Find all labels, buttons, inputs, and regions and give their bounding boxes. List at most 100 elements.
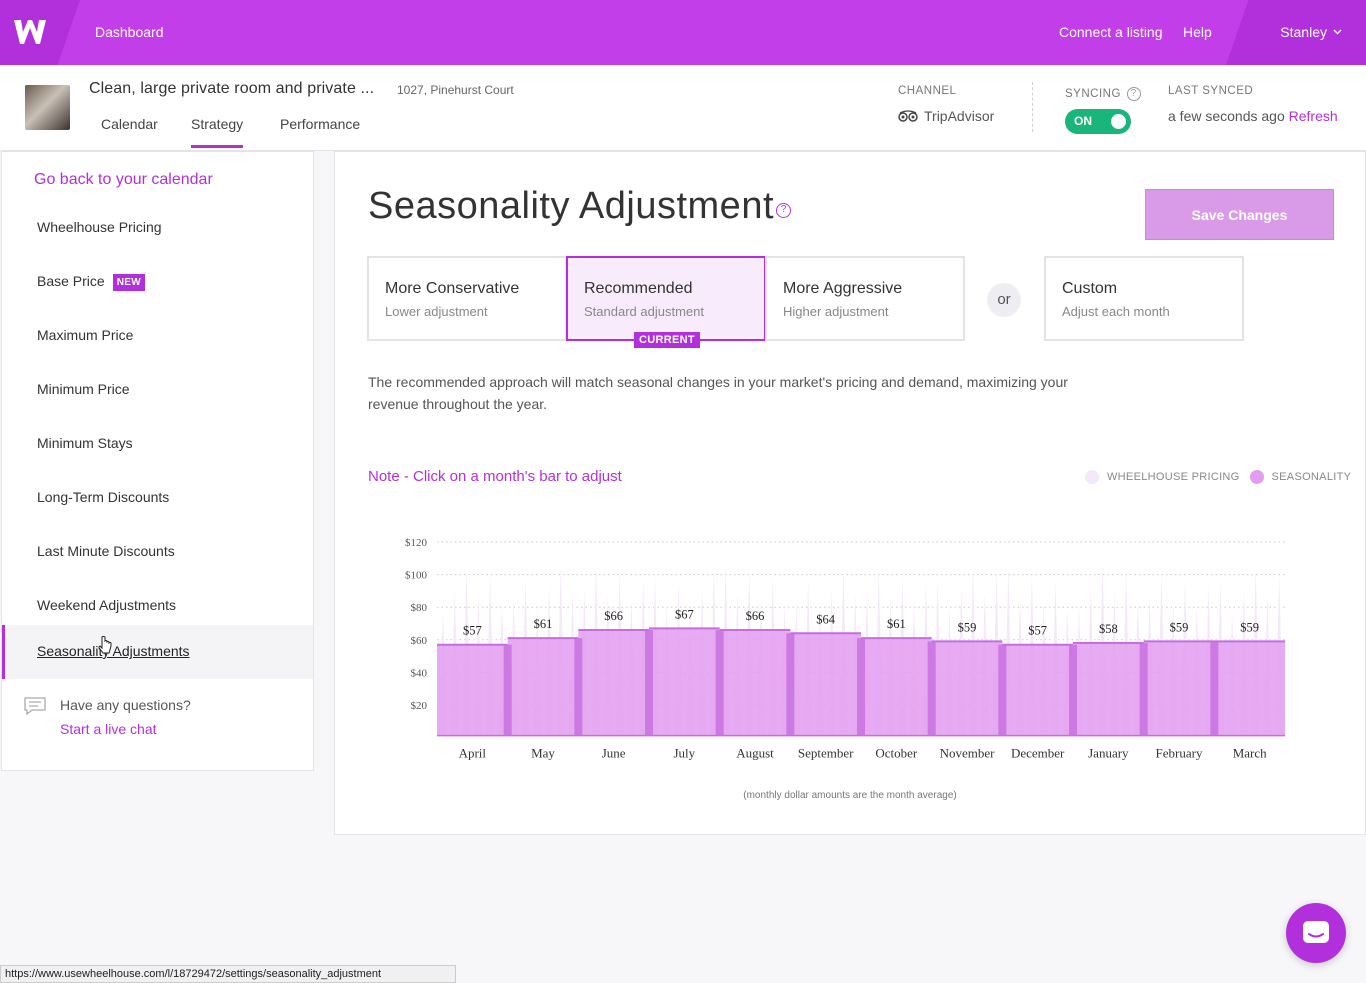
y-tick-label: $40 — [411, 667, 428, 679]
bar-value-label: $57 — [463, 624, 482, 638]
option-subtitle: Standard adjustment — [584, 304, 704, 319]
legend-dot-wheelhouse — [1085, 470, 1099, 484]
x-tick-label: January — [1088, 746, 1129, 761]
bar-value-label: $67 — [675, 607, 694, 621]
seasonality-bar — [1002, 644, 1073, 736]
seasonality-bar — [931, 641, 1003, 736]
seasonality-bar — [507, 638, 579, 736]
title-help-icon[interactable]: ? — [776, 203, 791, 218]
syncing-help-icon[interactable]: ? — [1126, 87, 1141, 101]
seasonality-bar — [649, 628, 720, 736]
seasonality-bar — [1214, 641, 1285, 736]
start-live-chat-link[interactable]: Start a live chat — [60, 721, 157, 737]
chart-legend: WHEELHOUSE PRICING SEASONALITY — [1085, 470, 1351, 484]
sidebar-item-label: Wheelhouse Pricing — [37, 219, 162, 235]
bar-value-label: $66 — [746, 609, 765, 623]
bar-divider-handle — [715, 630, 724, 736]
back-to-calendar-link[interactable]: Go back to your calendar — [34, 171, 213, 188]
tab-performance[interactable]: Performance — [280, 116, 361, 132]
user-menu-area[interactable]: Stanley — [1226, 0, 1366, 65]
save-changes-button[interactable]: Save Changes — [1145, 189, 1334, 240]
listing-title: Clean, large private room and private ..… — [89, 80, 375, 97]
sidebar-item-base-price[interactable]: Base Price NEW — [2, 255, 313, 309]
tab-calendar[interactable]: Calendar — [101, 116, 158, 132]
option-more-conservative[interactable]: More Conservative Lower adjustment — [367, 256, 567, 341]
sidebar-item-label: Last Minute Discounts — [37, 543, 175, 559]
top-navbar: Dashboard Connect a listing Help Stanley — [0, 0, 1366, 65]
option-recommended[interactable]: Recommended Standard adjustment CURRENT — [566, 256, 766, 348]
chevron-down-icon — [1333, 29, 1342, 35]
bar-divider-handle — [927, 641, 936, 736]
seasonality-bar — [861, 638, 932, 736]
bar-value-label: $64 — [816, 612, 836, 626]
sidebar-item-wheelhouse-pricing[interactable]: Wheelhouse Pricing — [2, 201, 313, 255]
bar-value-label: $61 — [887, 617, 906, 631]
refresh-link[interactable]: Refresh — [1288, 108, 1338, 124]
connect-listing-link[interactable]: Connect a listing — [1059, 24, 1163, 40]
y-tick-label: $80 — [411, 602, 428, 614]
x-tick-label: August — [736, 746, 774, 761]
seasonality-chart: $20 $40 $60 $80 $100 $120 $57 April $61 May $66 Jun… — [405, 537, 1285, 761]
seasonality-bar — [790, 633, 861, 736]
user-menu[interactable]: Stanley — [1280, 24, 1342, 40]
sidebar-item-label: Minimum Price — [37, 381, 130, 397]
option-custom[interactable]: Custom Adjust each month — [1044, 256, 1244, 341]
nav-dashboard-link[interactable]: Dashboard — [95, 24, 164, 40]
channel-value: TripAdvisor — [898, 108, 994, 124]
sidebar-item-minimum-price[interactable]: Minimum Price — [2, 363, 313, 417]
or-separator: or — [987, 283, 1021, 317]
tab-strategy[interactable]: Strategy — [191, 116, 244, 148]
sidebar-item-label-row: Base Price NEW — [37, 273, 145, 291]
option-more-aggressive[interactable]: More Aggressive Higher adjustment — [765, 256, 965, 341]
bar-divider-handle — [1139, 643, 1148, 736]
settings-sidebar: Go back to your calendar Wheelhouse Pric… — [1, 151, 314, 771]
live-chat-launcher[interactable] — [1286, 903, 1346, 963]
toggle-knob — [1111, 114, 1126, 129]
chat-bubble-icon — [24, 697, 46, 715]
status-bar-url: https://www.usewheelhouse.com/l/18729472… — [0, 965, 456, 983]
bar-value-label: $59 — [958, 620, 977, 634]
listing-header: Clean, large private room and private ..… — [0, 65, 1366, 151]
sidebar-item-weekend-adjustments[interactable]: Weekend Adjustments — [2, 579, 313, 633]
sidebar-item-label: Long-Term Discounts — [37, 489, 170, 505]
sidebar-item-last-minute-discounts[interactable]: Last Minute Discounts — [2, 525, 313, 579]
bar-value-label: $66 — [604, 609, 623, 623]
sidebar-item-maximum-price[interactable]: Maximum Price — [2, 309, 313, 363]
user-name: Stanley — [1280, 24, 1327, 40]
x-tick-label: July — [673, 746, 695, 761]
sidebar-item-label: Maximum Price — [37, 327, 134, 343]
syncing-toggle[interactable]: ON — [1065, 109, 1131, 134]
seasonality-bar — [437, 644, 508, 736]
bar-value-label: $58 — [1099, 622, 1118, 636]
x-tick-label: June — [602, 746, 626, 761]
option-subtitle: Lower adjustment — [385, 304, 488, 319]
bar-divider-handle — [786, 633, 795, 736]
channel-label: CHANNEL — [898, 85, 957, 97]
sidebar-item-label: Weekend Adjustments — [37, 597, 177, 613]
y-tick-label: $100 — [405, 570, 428, 582]
last-synced-row: a few seconds ago Refresh — [1168, 108, 1338, 124]
chat-launcher-icon — [1303, 921, 1329, 943]
bar-divider-handle — [574, 638, 583, 736]
syncing-label-text: SYNCING — [1065, 88, 1121, 101]
header-divider — [1032, 82, 1033, 132]
x-tick-label: April — [459, 746, 487, 761]
legend-label-wheelhouse: WHEELHOUSE PRICING — [1107, 471, 1240, 483]
help-link[interactable]: Help — [1183, 24, 1212, 40]
legend-dot-seasonality — [1249, 470, 1264, 484]
last-synced-value: a few seconds ago — [1168, 108, 1285, 124]
bar-value-label: $59 — [1240, 620, 1259, 634]
seasonality-bar — [1073, 643, 1144, 736]
seasonality-bar — [1143, 641, 1215, 736]
sidebar-item-seasonality-adjustments[interactable]: Seasonality Adjustments — [2, 625, 313, 679]
listing-address: 1027, Pinehurst Court — [397, 83, 514, 97]
tripadvisor-icon — [898, 110, 918, 122]
x-tick-label: October — [875, 746, 918, 761]
sidebar-item-minimum-stays[interactable]: Minimum Stays — [2, 417, 313, 471]
main-panel: Seasonality Adjustment ? Save Changes Mo… — [334, 151, 1366, 835]
sidebar-item-long-term-discounts[interactable]: Long-Term Discounts — [2, 471, 313, 525]
x-tick-label: December — [1011, 746, 1065, 761]
seasonality-chart-wrap: $20 $40 $60 $80 $100 $120 $57 April $61 May $66 Jun… — [335, 522, 1365, 812]
logo-area[interactable] — [0, 0, 80, 65]
bar-value-label: $57 — [1028, 624, 1047, 638]
